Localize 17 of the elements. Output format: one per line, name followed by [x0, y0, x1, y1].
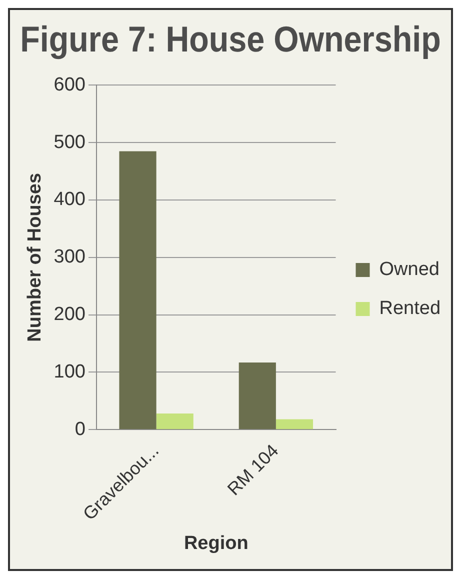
bar: [119, 151, 156, 430]
y-tick-label: 200: [54, 304, 86, 326]
y-tick-label: 400: [54, 189, 86, 210]
y-tick-label: 100: [54, 361, 86, 382]
y-axis-title: Number of Houses: [24, 172, 46, 342]
x-tick-label: RM 104: [224, 440, 282, 500]
bar: [156, 414, 194, 430]
bar: [238, 362, 276, 430]
legend-label: Owned: [379, 259, 440, 280]
x-axis-title: Region: [184, 532, 248, 554]
y-tick-label: 0: [74, 418, 86, 440]
legend-label: Rented: [379, 298, 441, 320]
y-tick-label: 500: [54, 132, 86, 153]
y-tick-label: 300: [54, 246, 86, 268]
bar: [276, 419, 314, 430]
y-tick-label: 600: [54, 74, 86, 96]
chart-title: Figure 7: House Ownership: [20, 20, 441, 60]
